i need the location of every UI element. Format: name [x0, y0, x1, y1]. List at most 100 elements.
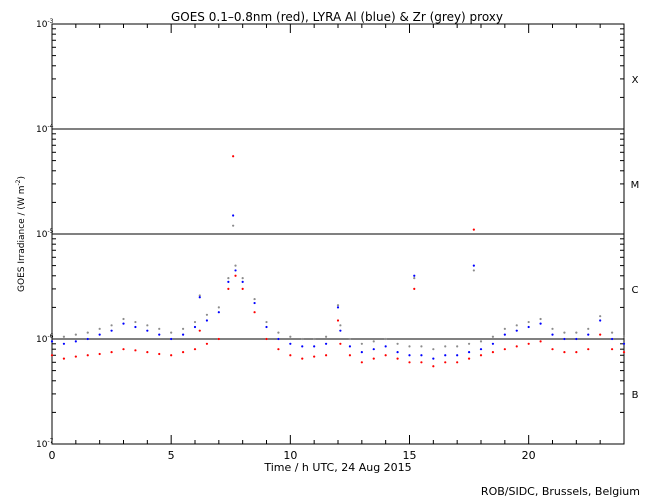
data-point: [227, 287, 230, 291]
data-point: [277, 337, 280, 341]
data-point: [444, 354, 447, 357]
data-point: [372, 348, 375, 351]
data-point: [348, 354, 352, 357]
data-point: [198, 329, 201, 332]
data-point: [232, 214, 235, 217]
y-tick-label: 10-4: [36, 123, 54, 135]
data-point: [217, 306, 220, 309]
data-point: [432, 348, 435, 351]
data-point: [610, 337, 614, 341]
y-tick-base: 10: [36, 125, 48, 135]
y-tick-label: 10-5: [36, 228, 54, 240]
data-point: [265, 337, 268, 341]
data-point: [313, 345, 316, 348]
data-point: [396, 357, 399, 360]
data-point: [277, 348, 280, 351]
data-point: [408, 354, 411, 357]
data-point: [253, 311, 256, 314]
data-point: [587, 327, 590, 330]
data-point: [339, 324, 342, 327]
series-layer: [50, 155, 626, 368]
data-point: [599, 319, 602, 322]
y-tick-exponent: -6: [47, 333, 53, 340]
y-axis-label: GOES Irradiance / (W m-2): [15, 176, 27, 292]
data-point: [444, 361, 447, 364]
data-point: [74, 340, 77, 343]
data-point: [503, 327, 506, 330]
data-point: [396, 342, 399, 345]
data-point: [110, 351, 113, 354]
data-point: [467, 342, 471, 345]
data-point: [432, 365, 435, 368]
data-point: [62, 357, 66, 360]
data-point: [467, 351, 471, 354]
data-point: [265, 320, 268, 324]
data-point: [158, 333, 161, 336]
data-point: [217, 337, 220, 341]
data-point: [62, 335, 66, 338]
data-point: [217, 311, 220, 314]
data-point: [336, 304, 340, 307]
data-point: [134, 320, 137, 324]
data-point: [551, 348, 554, 351]
data-point: [122, 348, 125, 351]
data-point: [193, 320, 197, 324]
y-axis-label-close: ): [17, 176, 27, 180]
data-point: [74, 355, 77, 358]
chart-title: GOES 0.1–0.8nm (red), LYRA Al (blue) & Z…: [171, 10, 503, 24]
data-point: [170, 354, 173, 357]
data-point: [50, 354, 54, 357]
data-point: [50, 340, 54, 343]
y-tick-label: 10-6: [36, 333, 54, 345]
data-point: [413, 274, 416, 277]
data-point: [472, 228, 475, 231]
data-point: [50, 333, 54, 336]
data-point: [241, 287, 244, 291]
data-point: [241, 280, 244, 283]
data-point: [610, 331, 614, 334]
data-point: [432, 357, 435, 360]
data-point: [86, 354, 89, 357]
data-point: [86, 331, 89, 334]
data-point: [181, 327, 185, 330]
data-point: [98, 327, 101, 330]
series-lyra-al: [50, 214, 626, 360]
data-point: [539, 340, 542, 343]
data-point: [227, 277, 230, 280]
data-point: [253, 297, 256, 301]
data-point: [360, 342, 363, 345]
data-point: [110, 324, 113, 327]
data-point: [336, 319, 340, 322]
x-tick-labels: 0 5 10 15 20: [49, 449, 536, 462]
y-tick-base: 10: [36, 335, 48, 345]
data-point: [170, 337, 173, 341]
axis-ticks: [51, 24, 625, 445]
data-point: [74, 333, 77, 336]
data-point: [324, 342, 328, 345]
data-point: [339, 329, 342, 332]
data-point: [324, 335, 328, 338]
data-point: [253, 301, 256, 305]
data-point: [622, 335, 626, 338]
y-tick-exponent: -7: [47, 438, 53, 445]
data-point: [158, 327, 161, 330]
data-point: [301, 337, 304, 341]
data-point: [384, 345, 387, 348]
data-point: [599, 315, 602, 318]
flare-class-label: C: [632, 285, 639, 296]
data-point: [348, 337, 352, 341]
data-point: [515, 324, 518, 327]
data-point: [384, 354, 387, 357]
data-point: [181, 351, 185, 354]
data-point: [551, 327, 554, 330]
data-point: [456, 354, 459, 357]
data-point: [539, 317, 542, 321]
data-point: [98, 333, 101, 336]
data-point: [456, 361, 459, 364]
data-point: [420, 361, 423, 364]
y-tick-base: 10: [36, 20, 48, 30]
data-point: [146, 324, 149, 327]
plot-area: X M C B: [50, 23, 639, 445]
data-point: [563, 337, 566, 341]
